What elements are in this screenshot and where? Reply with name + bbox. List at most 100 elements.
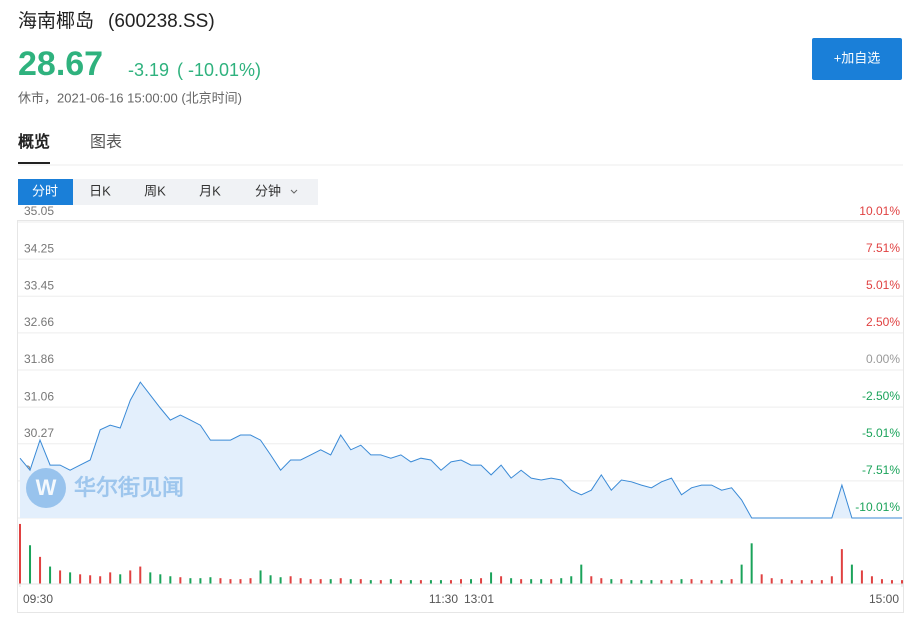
volume-bar: [89, 575, 92, 584]
volume-bar: [530, 579, 533, 584]
price-line: [19, 381, 902, 519]
y2-tick-label: 0.00%: [866, 352, 900, 366]
price: 28.67: [18, 45, 103, 83]
volume-bar: [119, 574, 122, 584]
price-area: [20, 382, 902, 518]
volume-bar: [730, 579, 733, 584]
volume-bar: [189, 578, 192, 584]
y-tick-label: 31.06: [24, 389, 54, 403]
y-tick-label: 33.45: [24, 278, 54, 292]
volume-bar: [740, 564, 743, 584]
volume-bar: [770, 578, 773, 584]
volume-bar: [319, 579, 322, 584]
volume-bar: [840, 549, 843, 584]
period-active[interactable]: [18, 179, 73, 205]
plot: 35.0534.2533.4532.6631.8631.0630.2729.47…: [18, 204, 903, 606]
watermark-logo: [26, 468, 66, 508]
volume-bar: [419, 580, 422, 584]
status: 休市，2021-06-16 15:00:00 (北京时间): [18, 90, 242, 105]
volume-bar: [309, 579, 312, 584]
volume-bar: [750, 543, 753, 584]
volume-bar: [29, 545, 32, 584]
volume-bar: [500, 576, 503, 584]
volume-bar: [359, 579, 362, 584]
volume-bar: [159, 574, 162, 584]
volume-bar: [901, 580, 903, 584]
y-tick-label: 32.66: [24, 315, 54, 329]
chevron: [290, 189, 298, 194]
y-tick-label: 35.05: [24, 204, 54, 218]
period-button[interactable]: 日K: [89, 183, 111, 198]
volume-bar: [49, 566, 52, 584]
volume-bar: [219, 578, 222, 584]
period-button[interactable]: 月K: [199, 183, 221, 198]
volume-bar: [610, 579, 613, 584]
volume-bar: [99, 576, 102, 584]
volume-bar: [600, 578, 603, 584]
y2-tick-label: 7.51%: [866, 241, 900, 255]
y2-tick-label: 10.01%: [859, 204, 900, 218]
volume-bar: [650, 580, 653, 584]
y-tick-label: 30.27: [24, 426, 54, 440]
volume-bar: [19, 523, 21, 584]
volume-bar: [259, 570, 262, 584]
y2-tick-label: -7.51%: [862, 463, 900, 477]
volume-bar: [540, 579, 543, 584]
volume-bar: [590, 576, 593, 584]
period-button[interactable]: 周K: [144, 183, 166, 198]
add-watch-label[interactable]: +加自选: [834, 50, 881, 65]
tab[interactable]: 概览: [18, 132, 50, 151]
volume-bar: [720, 580, 723, 584]
volume-bar: [660, 580, 663, 584]
volume-bar: [59, 570, 62, 584]
stock-name: 海南椰岛: [18, 10, 94, 32]
x-tick-label: 11:30: [429, 592, 458, 606]
volume-bar: [570, 576, 573, 584]
change-pct: ( -10.01%): [177, 60, 261, 80]
add-watch-button[interactable]: [812, 38, 902, 80]
volume-bar: [760, 574, 763, 584]
volume-bar: [490, 572, 493, 584]
y2-tick-label: -10.01%: [855, 500, 900, 514]
volume-bar: [510, 578, 513, 584]
y2-tick-label: -5.01%: [862, 426, 900, 440]
volume-bar: [39, 556, 42, 584]
volume-bar: [890, 580, 893, 584]
volume-bar: [640, 580, 643, 584]
volume-bar: [439, 580, 442, 584]
volume-bar: [269, 575, 272, 584]
volume-bar: [780, 579, 783, 584]
volume-bar: [560, 578, 563, 584]
volume-bar: [349, 579, 352, 584]
tab[interactable]: 图表: [90, 133, 122, 151]
period-button[interactable]: 分钟: [255, 183, 281, 198]
volume-bar: [369, 580, 372, 584]
volume-bar: [700, 580, 703, 584]
volume-bar: [449, 580, 452, 584]
period-button[interactable]: 分时: [32, 183, 58, 198]
volume-bar: [460, 579, 462, 584]
volume-bar: [69, 572, 72, 584]
volume-bar: [820, 580, 823, 584]
volume-bar: [680, 579, 683, 584]
volume-bar: [429, 580, 432, 584]
volume-bar: [199, 578, 202, 584]
volume-bar: [299, 578, 302, 584]
x-tick-label: 15:00: [869, 592, 899, 606]
volume-bar: [550, 579, 553, 584]
y2-tick-label: 5.01%: [866, 278, 900, 292]
volume-bar: [169, 576, 172, 584]
volume-bar: [289, 576, 292, 584]
volume-bar: [149, 572, 152, 584]
stock-code: (600238.SS): [108, 11, 215, 32]
volume-bar: [139, 566, 142, 584]
volume-bar: [399, 580, 402, 584]
volume-bar: [209, 577, 212, 584]
volume-bar: [109, 572, 112, 584]
volume-bar: [860, 570, 863, 584]
volume-bar: [800, 580, 803, 584]
y2-tick-label: 2.50%: [866, 315, 900, 329]
x-tick-label: 13:01: [464, 592, 494, 606]
volume-bar: [339, 578, 342, 584]
